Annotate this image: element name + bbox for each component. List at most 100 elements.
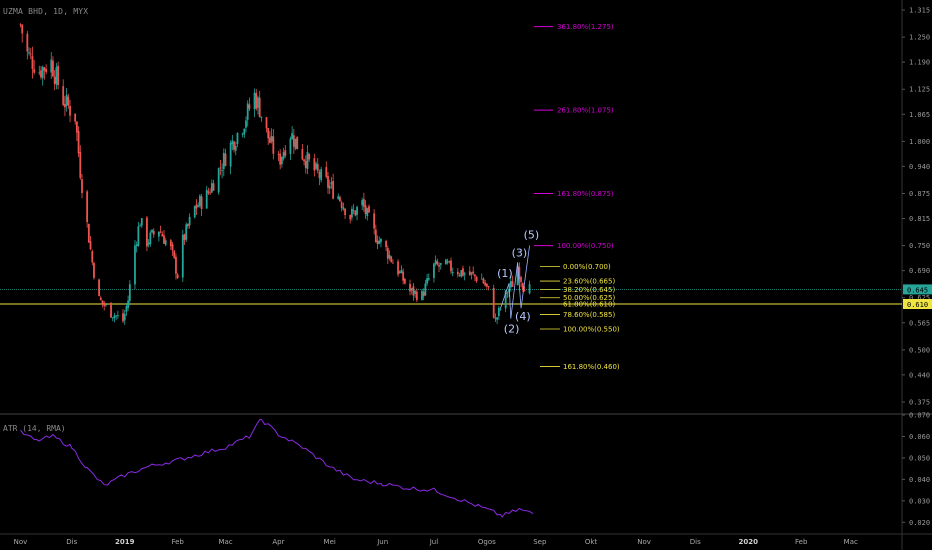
candle bbox=[484, 279, 487, 287]
wave-label: (4) bbox=[515, 310, 531, 323]
candle bbox=[269, 131, 271, 144]
candle bbox=[520, 275, 522, 288]
price-tick-label: 0.815 bbox=[909, 215, 930, 223]
time-tick-label: Mac bbox=[218, 538, 232, 546]
candle bbox=[497, 305, 500, 320]
candle bbox=[116, 310, 119, 319]
candle bbox=[21, 23, 24, 43]
candle bbox=[362, 192, 365, 212]
candle bbox=[402, 268, 405, 285]
candle bbox=[91, 249, 94, 266]
candle bbox=[52, 56, 54, 78]
candle bbox=[246, 100, 249, 127]
candle bbox=[152, 228, 155, 238]
candle bbox=[219, 160, 222, 176]
price-tick-label: 0.690 bbox=[909, 267, 930, 275]
candle bbox=[487, 285, 490, 291]
time-tick-label: Jul bbox=[429, 538, 439, 546]
candle bbox=[494, 313, 497, 323]
atr-tick-label: 0.020 bbox=[909, 519, 930, 527]
candle bbox=[523, 285, 526, 292]
candle bbox=[474, 274, 476, 282]
candle bbox=[40, 66, 42, 80]
candle bbox=[234, 141, 237, 156]
candle bbox=[366, 207, 369, 221]
time-tick-label: Nov bbox=[637, 538, 651, 546]
price-badge: 0.645 bbox=[903, 284, 932, 295]
candle bbox=[210, 179, 213, 194]
candle bbox=[135, 241, 138, 253]
candle bbox=[65, 87, 68, 112]
candle bbox=[509, 276, 512, 292]
candle bbox=[258, 90, 261, 118]
time-tick-label: Dis bbox=[66, 538, 77, 546]
fib-retracement-label: 0.00%(0.700) bbox=[563, 263, 611, 271]
candle bbox=[506, 291, 509, 299]
candlestick-series bbox=[19, 23, 531, 325]
candle bbox=[41, 65, 44, 86]
candle bbox=[448, 260, 451, 264]
time-tick-label: Okt bbox=[585, 538, 598, 546]
candle bbox=[140, 217, 143, 229]
candle bbox=[231, 134, 234, 151]
candle bbox=[427, 273, 430, 282]
candle bbox=[245, 116, 247, 133]
candle bbox=[212, 179, 215, 191]
candle bbox=[496, 316, 499, 325]
candle bbox=[356, 205, 358, 221]
atr-tick-label: 0.040 bbox=[909, 476, 930, 484]
price-tick-label: 0.440 bbox=[909, 371, 930, 379]
candle bbox=[279, 149, 282, 170]
candle bbox=[291, 126, 294, 140]
candle bbox=[380, 238, 382, 248]
fib-retracement-label: 78.60%(0.585) bbox=[563, 311, 615, 319]
fib-extension-label: 261.80%(1.075) bbox=[557, 107, 614, 115]
candle bbox=[62, 79, 65, 107]
candle bbox=[224, 148, 227, 167]
time-tick-label: Nov bbox=[14, 538, 28, 546]
candle bbox=[161, 231, 164, 237]
atr-tick-label: 0.060 bbox=[909, 433, 930, 441]
candle bbox=[462, 265, 464, 277]
candle bbox=[19, 23, 22, 28]
candle bbox=[468, 266, 471, 276]
candle bbox=[424, 279, 427, 297]
candle bbox=[272, 128, 275, 160]
candle bbox=[296, 136, 299, 150]
candle bbox=[127, 295, 130, 311]
candle bbox=[270, 128, 273, 144]
candle bbox=[185, 222, 188, 243]
candle bbox=[38, 65, 41, 76]
price-tick-label: 1.190 bbox=[909, 59, 930, 67]
price-axis[interactable]: 1.315 1.250 1.190 1.125 1.065 1.000 0.940 0.875… bbox=[902, 7, 932, 407]
candle bbox=[241, 132, 244, 138]
candle bbox=[105, 302, 107, 308]
candle bbox=[43, 66, 46, 80]
candle bbox=[193, 205, 196, 219]
candle bbox=[31, 46, 34, 79]
time-axis[interactable]: Nov Dis 2019 Feb Mac Apr Mei Jun Jul Ogos Sep Okt No… bbox=[14, 538, 858, 546]
price-tick-label: 0.565 bbox=[909, 319, 930, 327]
candle bbox=[376, 235, 379, 250]
atr-axis[interactable]: 0.070 0.060 0.050 0.040 0.030 0.020 bbox=[902, 412, 930, 527]
candle bbox=[446, 258, 449, 265]
candle bbox=[255, 88, 258, 111]
candle bbox=[422, 288, 425, 301]
candle bbox=[147, 238, 150, 248]
candle bbox=[207, 187, 210, 195]
candle bbox=[74, 113, 77, 125]
candle bbox=[257, 95, 259, 115]
fib-extension-label: 161.80%(0.875) bbox=[557, 190, 614, 198]
candle bbox=[528, 280, 531, 295]
fib-retracement-label: 161.80%(0.460) bbox=[563, 363, 620, 371]
candle bbox=[164, 238, 167, 247]
candle bbox=[171, 242, 174, 256]
candle bbox=[175, 253, 177, 280]
candle bbox=[392, 259, 394, 264]
candle bbox=[28, 47, 30, 56]
candle bbox=[205, 185, 208, 209]
candle bbox=[122, 308, 124, 324]
candle bbox=[511, 275, 514, 287]
